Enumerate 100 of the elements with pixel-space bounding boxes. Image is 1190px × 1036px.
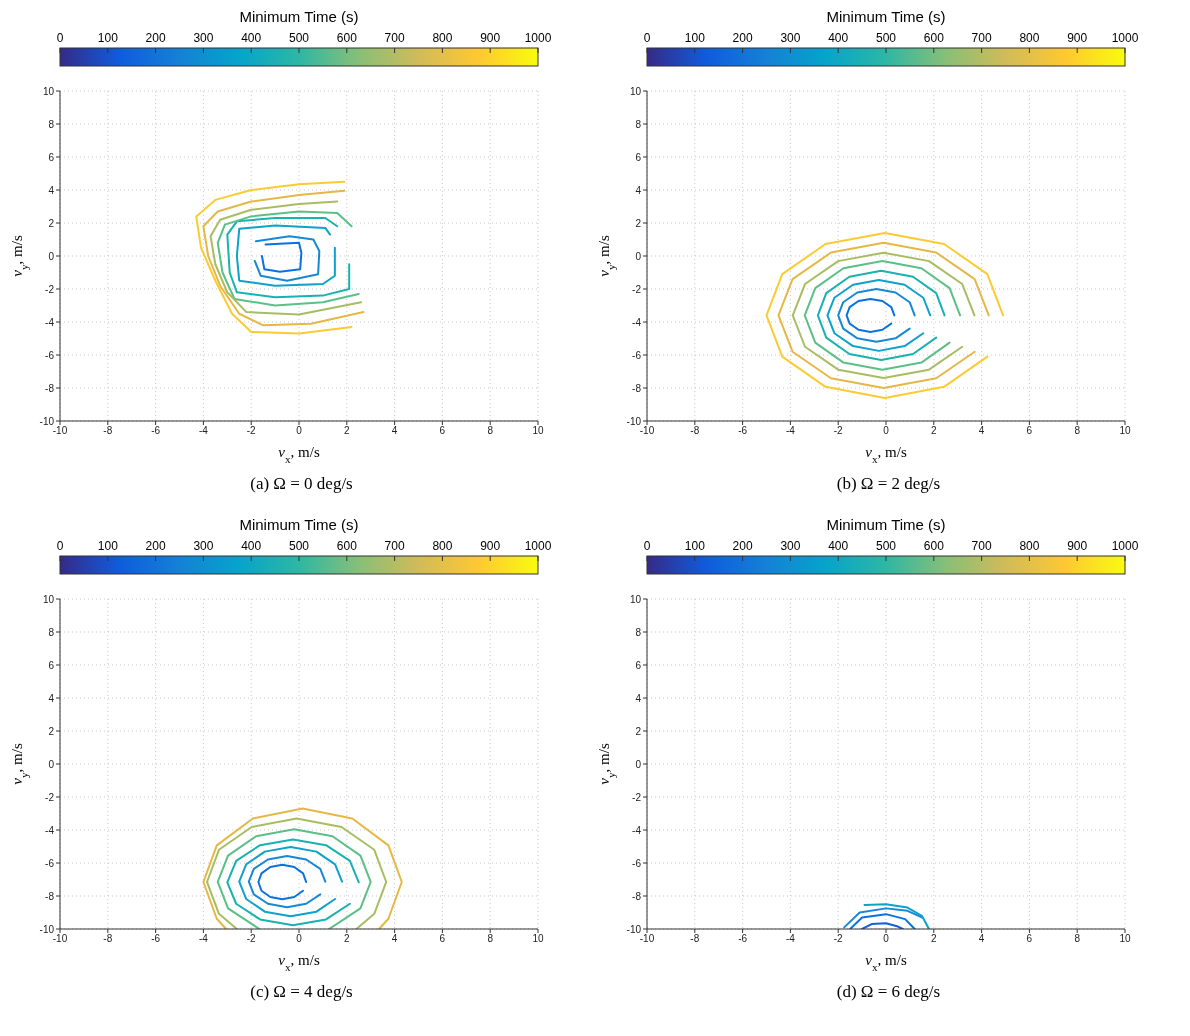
color-bar-title: Minimum Time (s) <box>239 8 359 25</box>
x-tick-label: -6 <box>151 425 161 437</box>
color-bar-label: 500 <box>288 31 310 45</box>
color-bar-label: 900 <box>480 539 501 553</box>
color-bar-label: 400 <box>828 539 849 553</box>
y-tick-label: 6 <box>48 659 55 671</box>
y-tick-label: 6 <box>48 151 55 163</box>
x-axis-title: v$_{x}$, m/s <box>865 952 907 973</box>
x-tick-label: 2 <box>931 425 938 437</box>
y-tick-label: -6 <box>45 857 55 869</box>
color-bar-label: 700 <box>971 539 992 553</box>
x-tick-label: 10 <box>1119 425 1131 437</box>
color-bar-label: 200 <box>145 539 166 553</box>
y-tick-label: 4 <box>48 184 55 196</box>
y-tick-label: 0 <box>48 758 55 770</box>
x-tick-label: -8 <box>690 933 700 945</box>
x-tick-label: 8 <box>1074 933 1081 945</box>
color-bar-label: 600 <box>336 31 358 45</box>
y-tick-label: -2 <box>632 283 642 295</box>
y-tick-label: 8 <box>48 118 55 130</box>
y-tick-label: 4 <box>635 692 642 704</box>
x-tick-label: -4 <box>198 933 209 945</box>
x-tick-label: 4 <box>978 425 985 437</box>
color-bar-label: 1000 <box>524 539 552 553</box>
x-tick-label: -2 <box>833 933 844 945</box>
y-tick-label: -8 <box>632 382 642 394</box>
x-tick-label: 0 <box>296 425 303 437</box>
y-tick-label: 0 <box>635 250 642 262</box>
color-bar-label: 300 <box>780 31 801 45</box>
x-tick-label: 0 <box>883 425 890 437</box>
y-tick-label: 10 <box>629 593 642 605</box>
x-tick-label: -2 <box>833 425 844 437</box>
y-tick-label: -4 <box>632 824 642 836</box>
color-bar-label: 1000 <box>524 31 552 45</box>
color-bar-title: Minimum Time (s) <box>826 8 946 25</box>
y-tick-label: -2 <box>45 283 55 295</box>
x-axis-title: v$_{x}$, m/s <box>278 952 320 973</box>
color-bar-label: 400 <box>241 539 262 553</box>
color-bar-label: 900 <box>480 31 501 45</box>
y-tick-label: -4 <box>632 316 642 328</box>
x-tick-label: -2 <box>246 933 257 945</box>
y-tick-label: -2 <box>632 791 642 803</box>
x-tick-label: 8 <box>1074 425 1081 437</box>
color-bar-label: 400 <box>828 31 849 45</box>
color-bar-label: 900 <box>1067 539 1088 553</box>
x-tick-label: -8 <box>690 425 700 437</box>
text: (b) Ω = 2 deg/s <box>835 474 942 494</box>
x-tick-label: 4 <box>978 933 985 945</box>
x-tick-label: 10 <box>532 933 544 945</box>
x-tick-label: 8 <box>487 425 494 437</box>
color-bar-label: 700 <box>384 31 405 45</box>
color-bar-label: 500 <box>875 539 897 553</box>
x-tick-label: 8 <box>487 933 494 945</box>
x-tick-label: -6 <box>151 933 161 945</box>
color-bar-label: 100 <box>684 539 706 553</box>
x-tick-label: 4 <box>391 425 398 437</box>
x-tick-label: 0 <box>296 933 303 945</box>
color-bar-label: 100 <box>97 539 119 553</box>
color-bar-label: 700 <box>384 539 405 553</box>
color-bar-label: 400 <box>241 31 262 45</box>
x-tick-label: 0 <box>883 933 890 945</box>
y-tick-label: 8 <box>635 118 642 130</box>
y-tick-label: -4 <box>45 316 55 328</box>
y-tick-label: -10 <box>39 923 55 935</box>
color-bar-label: 1000 <box>1111 31 1139 45</box>
y-tick-label: 2 <box>635 217 642 229</box>
y-tick-label: -8 <box>45 382 55 394</box>
text: (a) Ω = 0 deg/s <box>249 474 354 494</box>
x-tick-label: 2 <box>344 425 351 437</box>
x-tick-label: -4 <box>785 425 796 437</box>
y-tick-label: -10 <box>39 415 55 427</box>
x-axis-title: v$_{x}$, m/s <box>278 444 320 465</box>
color-bar-label: 100 <box>684 31 706 45</box>
color-bar-label: 600 <box>923 539 945 553</box>
x-tick-label: -4 <box>785 933 796 945</box>
y-tick-label: 0 <box>48 250 55 262</box>
x-tick-label: 6 <box>439 933 446 945</box>
y-tick-label: 10 <box>629 85 642 97</box>
y-tick-label: 4 <box>48 692 55 704</box>
color-bar-label: 800 <box>1019 539 1040 553</box>
color-bar-label: 600 <box>336 539 358 553</box>
color-bar-label: 100 <box>97 31 119 45</box>
y-tick-label: -6 <box>632 349 642 361</box>
y-tick-label: 0 <box>635 758 642 770</box>
y-tick-label: -4 <box>45 824 55 836</box>
y-tick-label: 8 <box>635 626 642 638</box>
y-tick-label: -10 <box>626 923 642 935</box>
color-bar-title: Minimum Time (s) <box>239 516 359 533</box>
text: (c) Ω = 4 deg/s <box>249 982 354 1002</box>
color-bar-label: 600 <box>923 31 945 45</box>
x-tick-label: 4 <box>391 933 398 945</box>
y-tick-label: -6 <box>45 349 55 361</box>
color-bar-label: 800 <box>432 31 453 45</box>
color-bar-label: 300 <box>193 31 214 45</box>
y-tick-label: -8 <box>45 890 55 902</box>
color-bar-label: 900 <box>1067 31 1088 45</box>
x-tick-label: 2 <box>344 933 351 945</box>
y-tick-label: 8 <box>48 626 55 638</box>
x-tick-label: 10 <box>1119 933 1131 945</box>
color-bar-label: 300 <box>780 539 801 553</box>
